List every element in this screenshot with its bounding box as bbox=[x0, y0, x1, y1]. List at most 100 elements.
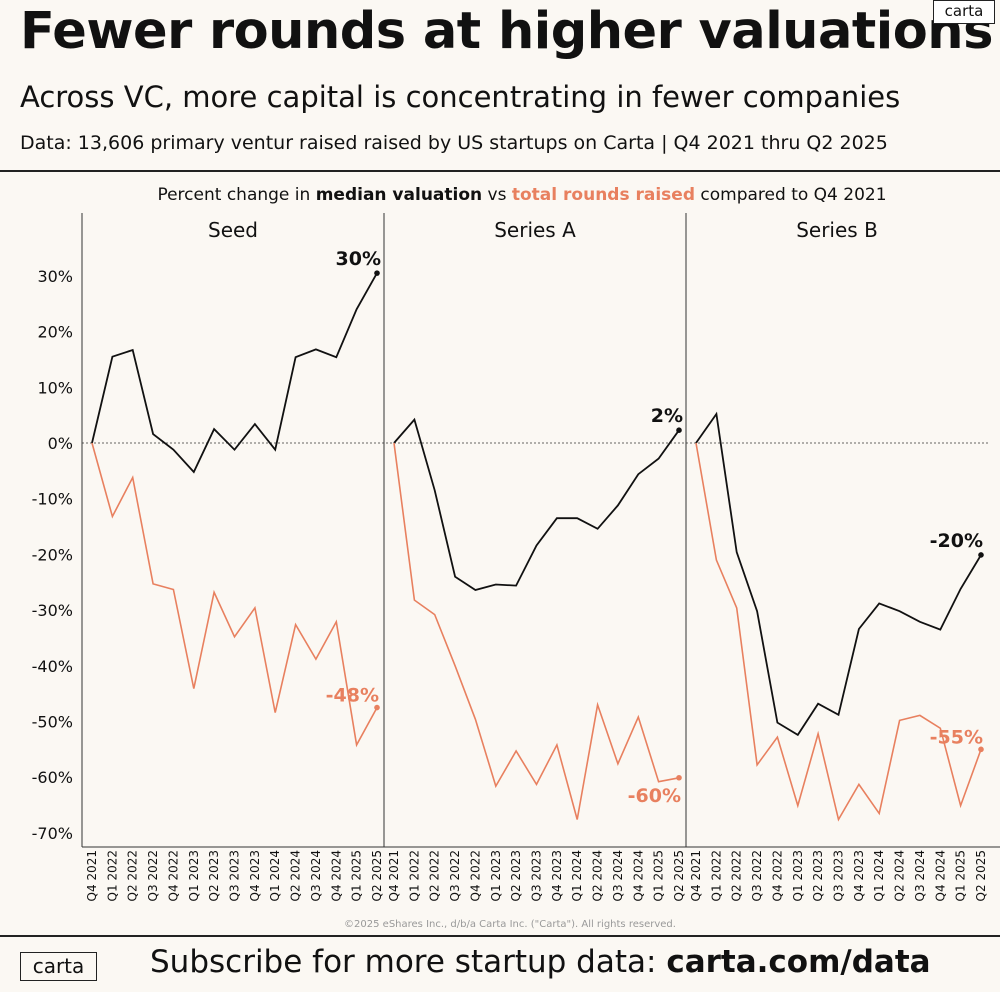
y-tick-label: 0% bbox=[48, 434, 73, 453]
x-tick-label: Q2 2025 bbox=[370, 850, 384, 901]
x-tick-label: Q1 2023 bbox=[489, 850, 503, 901]
x-tick-label: Q1 2022 bbox=[105, 850, 119, 901]
copyright-text: ©2025 eShares Inc., d/b/a Carta Inc. ("C… bbox=[344, 919, 676, 930]
x-tick-label: Q1 2023 bbox=[791, 850, 805, 901]
x-tick-label: Q4 2024 bbox=[631, 850, 645, 901]
y-tick-label: 20% bbox=[37, 323, 73, 342]
y-tick-label: -10% bbox=[32, 490, 73, 509]
panel-title: Seed bbox=[208, 218, 258, 242]
end-point-valuation bbox=[676, 427, 682, 433]
x-tick-label: Q1 2025 bbox=[954, 850, 968, 901]
x-tick-label: Q1 2024 bbox=[268, 850, 282, 901]
x-tick-label: Q4 2023 bbox=[248, 850, 262, 901]
x-tick-label: Q3 2023 bbox=[228, 850, 242, 901]
x-tick-label: Q3 2024 bbox=[611, 850, 625, 901]
page-subtitle: Across VC, more capital is concentrating… bbox=[20, 80, 901, 114]
footer-prefix: Subscribe for more startup data: bbox=[150, 944, 667, 980]
x-tick-label: Q2 2024 bbox=[591, 850, 605, 901]
series-line-rounds bbox=[91, 442, 378, 748]
end-label-rounds: -55% bbox=[930, 726, 983, 748]
y-tick-label: 30% bbox=[37, 267, 73, 286]
x-tick-label: Q4 2024 bbox=[933, 850, 947, 901]
panel-dividers bbox=[81, 213, 1000, 848]
x-tick-label: Q1 2025 bbox=[652, 850, 666, 901]
x-tick-label: Q1 2024 bbox=[570, 850, 584, 901]
chart-subtitle: Percent change in median valuation vs to… bbox=[157, 185, 886, 205]
x-tick-label: Q4 2022 bbox=[166, 850, 180, 901]
x-tick-label: Q3 2022 bbox=[448, 850, 462, 901]
top-divider bbox=[0, 170, 1000, 172]
x-tick-label: Q2 2025 bbox=[974, 850, 988, 901]
end-label-valuation: -20% bbox=[930, 530, 983, 552]
y-tick-label: -60% bbox=[32, 768, 73, 787]
x-tick-label: Q4 2023 bbox=[852, 850, 866, 901]
x-tick-label: Q1 2022 bbox=[407, 850, 421, 901]
y-tick-label: -30% bbox=[32, 601, 73, 620]
footer-link[interactable]: carta.com/data bbox=[666, 944, 931, 980]
x-tick-label: Q1 2024 bbox=[872, 850, 886, 901]
end-point-rounds bbox=[978, 746, 984, 753]
chart-subtitle-part: median valuation bbox=[316, 185, 482, 205]
chart-subtitle-group: Percent change in median valuation vs to… bbox=[157, 185, 886, 205]
x-tick-label: Q3 2024 bbox=[309, 850, 323, 901]
x-tick-label: Q2 2024 bbox=[893, 850, 907, 901]
x-tick-label: Q2 2023 bbox=[811, 850, 825, 901]
y-tick-label: -50% bbox=[32, 713, 73, 732]
y-tick-label: -70% bbox=[32, 824, 73, 843]
chart-subtitle-part: Percent change in bbox=[157, 185, 315, 205]
footer-subscribe-text: Subscribe for more startup data: carta.c… bbox=[150, 944, 931, 980]
end-label-rounds: -60% bbox=[628, 785, 681, 807]
series-lines: 30% -48% 2% -60% -20% -55% bbox=[91, 248, 984, 822]
y-tick-label: 10% bbox=[37, 378, 73, 397]
x-tick-label: Q2 2022 bbox=[730, 850, 744, 901]
x-tick-label: Q2 2023 bbox=[509, 850, 523, 901]
copyright-group: ©2025 eShares Inc., d/b/a Carta Inc. ("C… bbox=[344, 919, 676, 930]
end-label-rounds: -48% bbox=[326, 685, 379, 707]
end-label-valuation: 30% bbox=[336, 248, 381, 270]
x-tick-label: Q3 2023 bbox=[530, 850, 544, 901]
x-tick-label: Q4 2023 bbox=[550, 850, 564, 901]
panel-title: Series A bbox=[494, 218, 576, 242]
x-tick-label: Q2 2024 bbox=[289, 850, 303, 901]
panel-titles: Seed Series A Series B bbox=[208, 218, 878, 242]
x-tick-label: Q2 2022 bbox=[126, 850, 140, 901]
x-tick-label: Q3 2024 bbox=[913, 850, 927, 901]
x-tick-label: Q1 2025 bbox=[350, 850, 364, 901]
panel-title: Series B bbox=[796, 218, 878, 242]
data-source: Data: 13,606 primary ventur raised raise… bbox=[20, 132, 888, 154]
series-line-valuation bbox=[695, 411, 982, 737]
end-point-rounds bbox=[676, 774, 682, 781]
line-chart: Percent change in median valuation vs to… bbox=[32, 185, 1000, 930]
x-tick-label: Q3 2023 bbox=[832, 850, 846, 901]
x-tick-label: Q1 2022 bbox=[709, 850, 723, 901]
end-point-valuation bbox=[978, 552, 984, 558]
series-line-rounds bbox=[695, 442, 982, 822]
x-tick-label: Q2 2023 bbox=[207, 850, 221, 901]
x-tick-label: Q4 2021 bbox=[689, 850, 703, 901]
chart-subtitle-part: compared to Q4 2021 bbox=[695, 185, 887, 205]
x-tick-label: Q4 2024 bbox=[329, 850, 343, 901]
x-tick-label: Q4 2021 bbox=[387, 850, 401, 901]
x-tick-label: Q4 2022 bbox=[468, 850, 482, 901]
series-line-valuation bbox=[91, 272, 378, 474]
x-tick-label: Q4 2021 bbox=[85, 850, 99, 901]
x-tick-label: Q3 2022 bbox=[750, 850, 764, 901]
chart-subtitle-part: vs bbox=[482, 185, 512, 205]
carta-logo-top[interactable]: carta bbox=[933, 0, 995, 24]
end-label-valuation: 2% bbox=[651, 405, 683, 427]
x-axis: Q4 2021 Q1 2022 Q2 2022 Q3 2022 Q4 2022 Q1 20… bbox=[85, 850, 988, 901]
x-tick-label: Q1 2023 bbox=[187, 850, 201, 901]
x-tick-label: Q3 2022 bbox=[146, 850, 160, 901]
bottom-divider bbox=[0, 935, 1000, 937]
carta-logo-footer[interactable]: carta bbox=[20, 952, 97, 981]
end-point-valuation bbox=[374, 270, 380, 276]
y-tick-label: -40% bbox=[32, 657, 73, 676]
series-line-valuation bbox=[393, 417, 680, 591]
y-axis: 30% 20% 10% 0% -10% -20% -30% -40% -50% -60% -70% bbox=[32, 267, 73, 843]
x-tick-label: Q2 2022 bbox=[428, 850, 442, 901]
y-tick-label: -20% bbox=[32, 545, 73, 564]
x-tick-label: Q4 2022 bbox=[770, 850, 784, 901]
page-title: Fewer rounds at higher valuations bbox=[20, 2, 993, 61]
x-tick-label: Q2 2025 bbox=[672, 850, 686, 901]
end-point-rounds bbox=[374, 704, 380, 711]
